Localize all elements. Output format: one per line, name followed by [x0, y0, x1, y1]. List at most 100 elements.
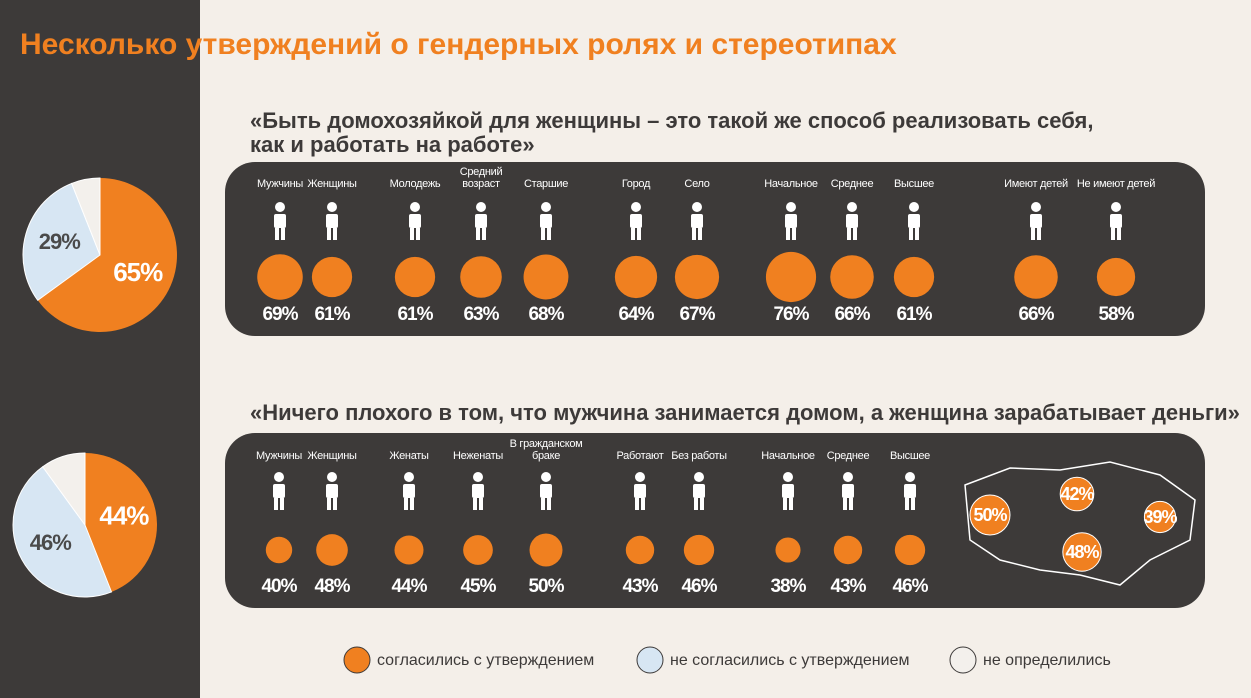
icon-body — [693, 484, 705, 498]
icon — [472, 472, 484, 510]
value-label: 42% — [1060, 484, 1094, 504]
icon-leg — [853, 228, 857, 240]
category-label: Неженаты — [453, 450, 503, 462]
icon-leg — [416, 228, 420, 240]
map-outline — [964, 461, 1196, 586]
category-label: Начальное — [764, 178, 818, 190]
icon-head — [473, 472, 483, 482]
bubble — [529, 533, 563, 567]
icon — [274, 202, 286, 240]
icon-body — [630, 214, 642, 228]
bubble — [894, 534, 926, 566]
value-label: 61% — [314, 304, 350, 325]
icon-leg — [479, 498, 483, 510]
icon-leg — [635, 498, 639, 510]
value-label: 63% — [463, 304, 499, 325]
icon-body — [475, 214, 487, 228]
bubble — [394, 256, 436, 298]
bubble — [1143, 500, 1177, 534]
bubble — [830, 255, 874, 299]
icon-leg — [641, 498, 645, 510]
icon-head — [843, 472, 853, 482]
icon-leg — [1031, 228, 1035, 240]
icon-body — [540, 214, 552, 228]
icon-leg — [410, 228, 414, 240]
category-label: Высшее — [889, 450, 930, 462]
icon-head — [786, 202, 796, 212]
icon-body — [409, 214, 421, 228]
icon-head — [692, 202, 702, 212]
icon — [409, 202, 421, 240]
bubble — [775, 537, 801, 563]
icon-body — [540, 484, 552, 498]
legend-label: не определились — [983, 652, 1111, 669]
value-label: 40% — [261, 576, 297, 597]
icon-body — [273, 484, 285, 498]
value-label: 46% — [681, 576, 717, 597]
icon-leg — [482, 228, 486, 240]
value-label: 43% — [622, 576, 658, 597]
bubble — [460, 256, 502, 298]
icon-body — [846, 214, 858, 228]
value-label: 46% — [892, 576, 928, 597]
category-label: Старшие — [523, 178, 569, 190]
category-label: Начальное — [761, 450, 815, 462]
icon-head — [1111, 202, 1121, 212]
icon-leg — [911, 498, 915, 510]
value-label: 67% — [679, 304, 715, 325]
icon — [1110, 202, 1122, 240]
value-label: 43% — [830, 576, 866, 597]
icon — [846, 202, 858, 240]
icon — [540, 472, 552, 510]
icon-body — [403, 484, 415, 498]
icon-leg — [547, 498, 551, 510]
value-label: 61% — [896, 304, 932, 325]
category-label: В гражданском браке — [509, 438, 583, 462]
category-label: Среднее — [826, 450, 870, 462]
icon-leg — [849, 498, 853, 510]
subtitle: «Ничего плохого в том, что мужчина заним… — [250, 400, 1240, 425]
icon-leg — [843, 498, 847, 510]
category-label: Работают — [616, 450, 664, 462]
icon-head — [635, 472, 645, 482]
category-label: Без работы — [671, 450, 727, 462]
icon-head — [327, 202, 337, 212]
bubble — [683, 534, 715, 566]
bubble — [765, 251, 817, 303]
icon — [785, 202, 797, 240]
icon-leg — [789, 498, 793, 510]
value-label: 61% — [397, 304, 433, 325]
icon — [908, 202, 920, 240]
bubble — [311, 256, 353, 298]
bubble — [394, 535, 424, 565]
pie-slice — [41, 452, 86, 527]
bubble — [1059, 476, 1095, 512]
value-label: 50% — [528, 576, 564, 597]
category-label: Женаты — [389, 450, 429, 462]
icon-leg — [275, 228, 279, 240]
value-label: 76% — [773, 304, 809, 325]
icon-body — [842, 484, 854, 498]
icon-leg — [905, 498, 909, 510]
icon-head — [541, 202, 551, 212]
legend-swatch — [343, 646, 371, 674]
icon-body — [782, 484, 794, 498]
icon-head — [909, 202, 919, 212]
icon-head — [476, 202, 486, 212]
bubble — [969, 494, 1011, 536]
icon — [782, 472, 794, 510]
bubble — [833, 535, 863, 565]
icon-leg — [792, 228, 796, 240]
slice-label: 44% — [99, 500, 149, 530]
value-label: 68% — [528, 304, 564, 325]
value-label: 38% — [770, 576, 806, 597]
value-label: 39% — [1143, 507, 1177, 527]
icon-head — [694, 472, 704, 482]
icon — [273, 472, 285, 510]
pie-slice — [12, 466, 113, 598]
slice-label: 65% — [113, 257, 163, 287]
icon-body — [785, 214, 797, 228]
value-label: 48% — [314, 576, 350, 597]
